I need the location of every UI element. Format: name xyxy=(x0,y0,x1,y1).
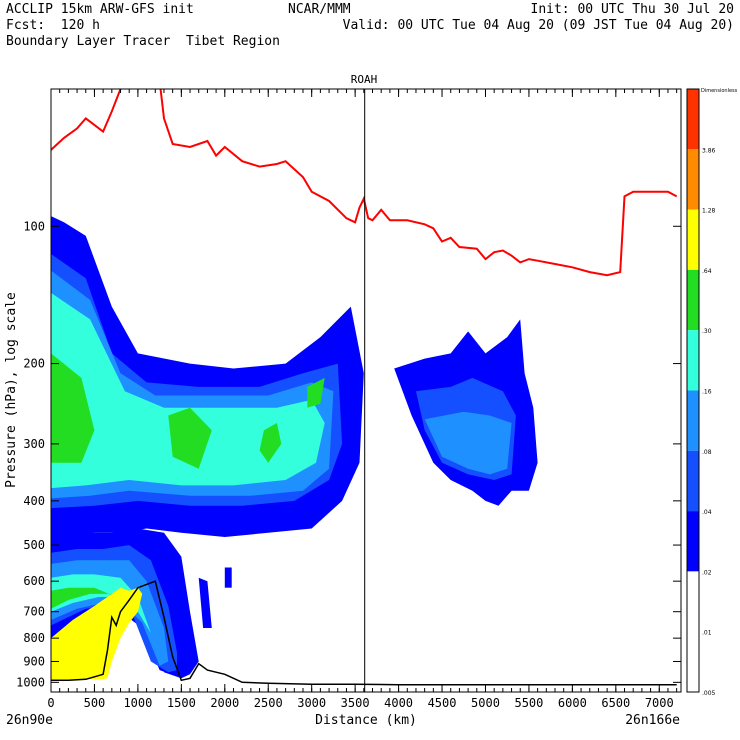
tracer-region-19 xyxy=(307,377,325,408)
x-tick-label: 2000 xyxy=(210,696,239,710)
colorbar-level-label: .005 xyxy=(702,690,716,697)
tracer-region-18 xyxy=(259,423,282,463)
x-tick-label: 2500 xyxy=(254,696,283,710)
x-tick-label: 5500 xyxy=(514,696,543,710)
x-tick-label: 4000 xyxy=(384,696,413,710)
colorbar-frame xyxy=(686,88,700,693)
colorbar-swatch xyxy=(687,149,699,210)
colorbar-level-label: .01 xyxy=(702,630,712,637)
x-tick-label: 500 xyxy=(84,696,106,710)
colorbar-level-label: 1.28 xyxy=(702,208,716,215)
tracer-region-4 xyxy=(51,292,325,489)
tracer-region-9 xyxy=(424,411,512,475)
colorbar-swatch xyxy=(687,450,699,512)
x-tick-label: 0 xyxy=(47,696,54,710)
tracer-region-16 xyxy=(51,587,143,680)
colorbar-swatch xyxy=(687,209,699,270)
y-tick-label: 900 xyxy=(23,654,45,668)
y-axis-label: Pressure (hPa), log scale xyxy=(4,292,19,488)
header-field-name: Boundary Layer Tracer Tibet Region xyxy=(6,34,280,49)
plot-frame xyxy=(50,88,682,693)
y-tick-label: 200 xyxy=(23,357,45,371)
x-tick-label: 6500 xyxy=(601,696,630,710)
y-tick-label: 100 xyxy=(23,219,45,233)
y-tick-label: 400 xyxy=(23,494,45,508)
colorbar-level-label: .04 xyxy=(702,509,712,516)
header-valid-time: Valid: 00 UTC Tue 04 Aug 20 (09 JST Tue … xyxy=(342,18,734,33)
y-tick-label: 700 xyxy=(23,605,45,619)
x-tick-label: 3500 xyxy=(341,696,370,710)
colorbar-level-label: .30 xyxy=(702,328,712,335)
tracer-region-5 xyxy=(51,353,95,463)
tracer-region-20 xyxy=(224,567,232,588)
colorbar-swatch xyxy=(687,89,699,150)
colorbar-swatch xyxy=(687,269,699,331)
x-start-label: 26n90e xyxy=(6,713,53,728)
colorbar-swatch xyxy=(687,330,699,391)
x-tick-label: 4500 xyxy=(428,696,457,710)
colorbar-title: Dimensionless xyxy=(701,88,738,94)
y-tick-label: 300 xyxy=(23,437,45,451)
tropopause-line xyxy=(51,89,678,277)
tracer-region-15 xyxy=(51,587,117,609)
y-tick-label: 500 xyxy=(23,538,45,552)
colorbar-swatch xyxy=(687,511,699,572)
x-tick-label: 1000 xyxy=(123,696,152,710)
colorbar-level-label: .16 xyxy=(702,389,712,396)
colorbar-swatch xyxy=(687,390,699,451)
colorbar-level-label: 3.86 xyxy=(702,147,716,154)
y-tick-label: 1000 xyxy=(16,675,45,689)
colorbar-level-label: .08 xyxy=(702,449,712,456)
x-end-label: 26n166e xyxy=(625,713,680,728)
x-tick-label: 3000 xyxy=(297,696,326,710)
header-init-time: Init: 00 UTC Thu 30 Jul 20 xyxy=(530,2,735,17)
tracer-region-17 xyxy=(168,407,212,469)
y-tick-label: 600 xyxy=(23,574,45,588)
plot-title: ROAH xyxy=(351,73,378,86)
x-tick-label: 7000 xyxy=(645,696,674,710)
header-model-label: ACCLIP 15km ARW-GFS init xyxy=(6,2,194,17)
x-tick-label: 6000 xyxy=(558,696,587,710)
colorbar-level-label: .02 xyxy=(702,569,712,576)
x-tick-label: 1500 xyxy=(167,696,196,710)
header-forecast-hour: Fcst: 120 h xyxy=(6,18,100,33)
terrain-line xyxy=(51,580,677,686)
colorbar-level-label: .64 xyxy=(702,268,712,275)
colorbar-swatch xyxy=(687,631,699,692)
colorbar-swatch xyxy=(687,571,699,632)
x-axis-label: Distance (km) xyxy=(315,713,417,728)
x-tick-label: 5000 xyxy=(471,696,500,710)
y-tick-label: 800 xyxy=(23,631,45,645)
header-institution: NCAR/MMM xyxy=(288,2,351,17)
tracer-region-21 xyxy=(198,577,212,628)
